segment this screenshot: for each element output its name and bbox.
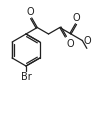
Text: O: O xyxy=(83,36,91,46)
Text: Br: Br xyxy=(21,71,31,81)
Text: O: O xyxy=(73,13,80,23)
Text: O: O xyxy=(26,7,34,17)
Text: O: O xyxy=(67,39,74,49)
